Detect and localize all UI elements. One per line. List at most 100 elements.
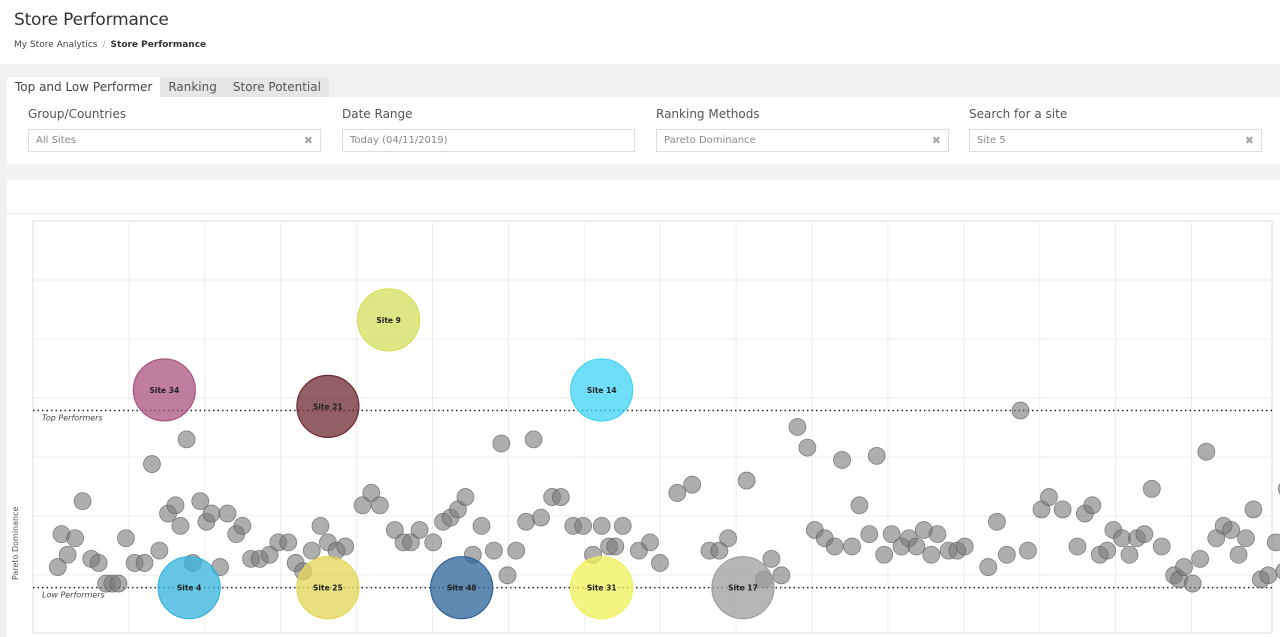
site-point (1175, 558, 1193, 576)
site-point (302, 541, 321, 560)
highlighted-site-label: Site 14 (587, 386, 617, 395)
site-point (1266, 533, 1280, 552)
site-search-input[interactable]: Site 5 ✖ (969, 129, 1262, 152)
clear-icon[interactable]: ✖ (931, 134, 941, 147)
group-select[interactable]: All Sites ✖ (28, 129, 321, 152)
site-point (668, 484, 687, 502)
site-point (89, 554, 108, 572)
highlighted-site-bubble (132, 358, 196, 422)
highlighted-site-label: Site 9 (376, 316, 400, 325)
tab-store-potential[interactable]: Store Potential (224, 77, 329, 97)
site-point (498, 566, 517, 585)
clear-icon[interactable]: ✖ (1244, 134, 1254, 147)
site-point (613, 516, 632, 535)
site-point (524, 430, 543, 449)
site-point (1053, 500, 1072, 519)
site-point (143, 455, 161, 473)
site-point (517, 512, 536, 531)
site-point (410, 521, 429, 539)
highlighted-site-label: Site 48 (447, 584, 477, 593)
breadcrumb-root[interactable]: My Store Analytics (14, 40, 98, 50)
site-point (850, 496, 869, 515)
tab-top-and-low-performer[interactable]: Top and Low Performer (7, 77, 161, 97)
date-range-value: Today (04/11/2019) (350, 135, 448, 146)
date-filter-label: Date Range (342, 107, 413, 121)
site-point (1197, 442, 1216, 461)
site-point (1152, 537, 1171, 556)
site-point (191, 492, 210, 511)
site-point (1229, 545, 1248, 564)
site-point (762, 549, 781, 568)
tab-ranking[interactable]: Ranking (160, 77, 225, 97)
site-point (833, 451, 851, 469)
highlighted-site-bubble (296, 556, 360, 620)
site-point (592, 516, 611, 535)
site-point (1120, 545, 1139, 564)
date-range-input[interactable]: Today (04/11/2019) (342, 129, 635, 152)
breadcrumb-separator: / (102, 40, 106, 50)
breadcrumb: My Store Analytics / Store Performance (14, 40, 206, 50)
site-point (1098, 541, 1117, 560)
scatter-chart[interactable]: Top Performers Low Performers Site 9 Site 3… (7, 180, 1280, 637)
site-point (772, 566, 791, 585)
site-point (875, 545, 894, 564)
tab-bar: Top and Low Performer Ranking Store Pote… (7, 77, 329, 97)
site-search-value: Site 5 (977, 135, 1006, 146)
highlighted-site-label: Site 17 (728, 584, 758, 593)
highlighted-site-bubble (356, 288, 421, 352)
site-point (202, 504, 221, 523)
site-point (401, 533, 420, 552)
site-point (997, 545, 1016, 564)
site-point (574, 516, 593, 535)
site-point (532, 508, 550, 527)
group-select-value: All Sites (36, 135, 76, 146)
site-point (1113, 529, 1131, 548)
site-point (1040, 488, 1058, 506)
site-point (606, 537, 625, 556)
highlighted-site-bubble (711, 556, 775, 620)
site-point (1222, 521, 1241, 539)
site-point (1068, 537, 1087, 556)
chart-panel: Pareto Dominance Top Performers Low Perfo… (7, 180, 1280, 637)
site-point (58, 545, 77, 564)
site-point (260, 545, 279, 564)
site-point (1135, 525, 1154, 544)
site-point (279, 533, 298, 552)
site-point (424, 533, 443, 552)
site-point (907, 537, 926, 556)
site-point (683, 475, 702, 494)
site-point (1183, 574, 1202, 593)
highlighted-site-label: Site 25 (313, 584, 343, 593)
site-point (843, 537, 861, 556)
highlighted-site-label: Site 21 (313, 402, 343, 411)
site-point (979, 558, 998, 576)
site-point (551, 488, 570, 506)
site-point (362, 484, 381, 502)
site-point (798, 438, 817, 457)
site-point (218, 504, 237, 523)
site-point (710, 541, 729, 560)
site-point (150, 541, 169, 560)
highlighted-site-bubble (570, 556, 634, 620)
site-point (385, 521, 404, 539)
panel-divider (7, 213, 1280, 214)
site-point (1259, 566, 1278, 585)
search-filter-label: Search for a site (969, 107, 1068, 121)
site-point (171, 516, 190, 535)
site-point (233, 516, 252, 535)
filter-panel: Group/Countries All Sites ✖ Date Range T… (7, 97, 1280, 164)
site-point (73, 492, 92, 511)
highlighted-site-label: Site 4 (177, 584, 201, 593)
reference-line-label: Top Performers (42, 414, 103, 423)
clear-icon[interactable]: ✖ (303, 134, 313, 147)
site-point (1244, 500, 1263, 519)
site-point (1142, 479, 1161, 498)
site-point (867, 446, 886, 465)
site-point (737, 471, 756, 490)
ranking-method-select[interactable]: Pareto Dominance ✖ (656, 129, 949, 152)
site-point (492, 434, 511, 453)
site-point (928, 525, 947, 544)
group-filter-label: Group/Countries (28, 107, 127, 121)
site-point (177, 430, 196, 449)
highlighted-site-bubble (430, 556, 494, 620)
